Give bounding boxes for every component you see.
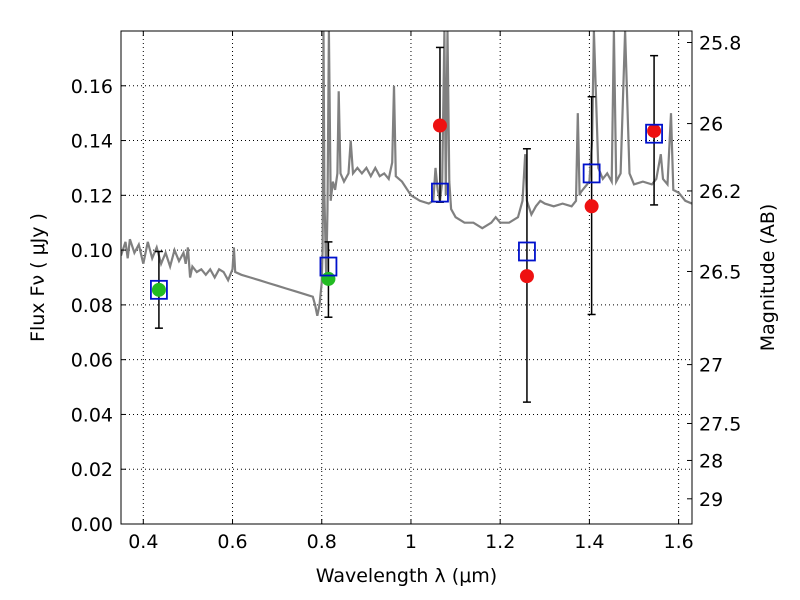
model-spectrum-line xyxy=(121,31,692,317)
right-tick-label: 27 xyxy=(699,355,723,377)
open-square-marker xyxy=(645,123,663,144)
circle-marker xyxy=(151,282,166,297)
y-tick-label: 0.02 xyxy=(71,459,113,481)
right-tick-label: 26.2 xyxy=(699,181,741,203)
circle-marker xyxy=(584,199,599,214)
open-square-marker xyxy=(319,256,338,277)
y-tick-label: 0.08 xyxy=(71,295,113,317)
x-tick-label: 1.4 xyxy=(574,531,604,553)
right-tick-label: 29 xyxy=(699,489,723,511)
y-tick-label: 0.16 xyxy=(71,76,113,98)
right-axis-ticks: 25.8 26 26.2 26.5 27 27.5 28 29 xyxy=(687,33,741,511)
right-tick-label: 26.5 xyxy=(699,261,741,283)
y-tick-label: 0.06 xyxy=(71,350,113,372)
right-tick-label: 28 xyxy=(699,450,723,472)
y-tick-label: 0.12 xyxy=(71,185,113,207)
grid-lines xyxy=(121,31,692,524)
plot-frame xyxy=(120,30,693,525)
model-spectrum-layer xyxy=(121,31,692,317)
error-bars xyxy=(154,46,659,403)
y-tick-label: 0.00 xyxy=(71,514,113,536)
x-tick-label: 1.2 xyxy=(485,531,515,553)
circle-marker xyxy=(647,123,662,138)
open-square-marker xyxy=(150,279,168,300)
y-axis-ticks: 0.00 0.02 0.04 0.06 0.08 0.10 0.12 0.14 0.16 xyxy=(71,76,126,536)
right-tick-label: 25.8 xyxy=(699,33,741,55)
right-axis-label: Magnitude (AB) xyxy=(757,204,779,352)
right-tick-label: 26 xyxy=(699,114,723,136)
circle-marker xyxy=(321,271,336,286)
y-tick-label: 0.04 xyxy=(71,404,113,426)
open-square-marker xyxy=(431,182,449,203)
y-tick-label: 0.10 xyxy=(71,240,113,262)
x-tick-label: 1.6 xyxy=(664,531,694,553)
circle-marker xyxy=(432,118,447,133)
x-tick-label: 0.6 xyxy=(217,531,247,553)
y-axis-label: Flux Fν ( μJy ) xyxy=(27,213,49,342)
x-axis-ticks: 0.4 0.6 0.8 1 1.2 1.4 1.6 xyxy=(128,31,694,553)
x-tick-label: 1 xyxy=(405,531,417,553)
x-tick-label: 0.4 xyxy=(128,531,158,553)
circle-marker xyxy=(519,269,534,284)
open-square-marker xyxy=(518,241,536,262)
x-tick-label: 0.8 xyxy=(307,531,337,553)
y-tick-label: 0.14 xyxy=(71,131,113,153)
x-axis-label: Wavelength λ (μm) xyxy=(316,565,497,587)
right-tick-label: 27.5 xyxy=(699,413,741,435)
open-square-marker xyxy=(582,163,601,184)
data-markers xyxy=(150,118,663,300)
